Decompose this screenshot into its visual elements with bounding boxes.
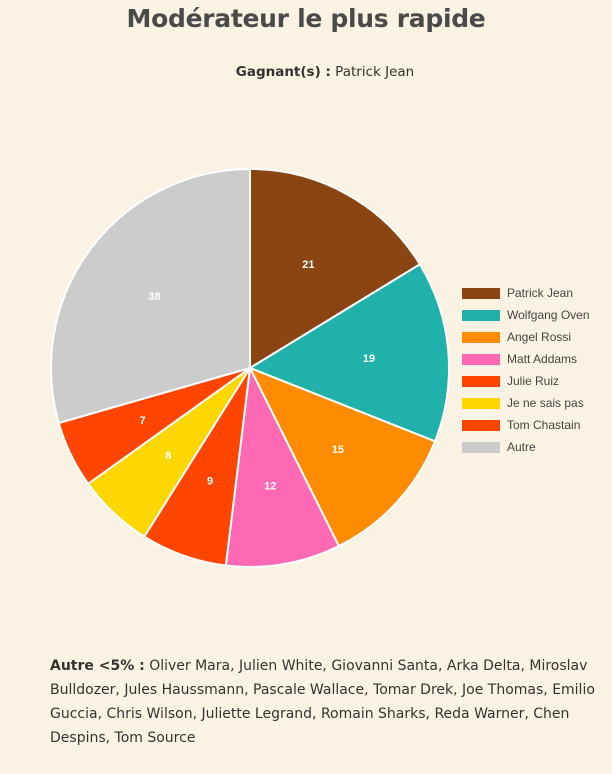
legend-label: Julie Ruiz bbox=[507, 374, 560, 388]
legend-label: Wolfgang Oven bbox=[507, 308, 590, 322]
pie-slice-2 bbox=[247, 262, 450, 443]
legend-label: Tom Chastain bbox=[507, 418, 581, 432]
legend-swatch bbox=[462, 419, 500, 431]
legend-swatch bbox=[462, 353, 500, 365]
chart-title: Modérateur le plus rapide bbox=[126, 4, 486, 33]
legend-label: Patrick Jean bbox=[507, 286, 574, 300]
legend-item: Julie Ruiz bbox=[462, 370, 590, 392]
chart-legend: Patrick Jean Wolfgang Oven Angel Rossi Matt… bbox=[462, 282, 590, 458]
winner-value: Patrick Jean bbox=[335, 64, 415, 80]
other-participants-note: Autre <5% : Oliver Mara, Julien White, G… bbox=[50, 654, 606, 750]
legend-swatch bbox=[462, 375, 500, 387]
slice-value-label: 38 bbox=[148, 291, 160, 303]
legend-item: Je ne sais pas bbox=[462, 392, 590, 414]
slice-value-label: 19 bbox=[363, 353, 375, 365]
legend-swatch bbox=[462, 331, 500, 343]
slice-value-label: 9 bbox=[207, 476, 213, 488]
pie-slice-8 bbox=[50, 167, 251, 425]
legend-item: Angel Rossi bbox=[462, 326, 590, 348]
slice-value-label: 8 bbox=[165, 450, 171, 462]
legend-label: Je ne sais pas bbox=[507, 396, 584, 410]
legend-label: Autre bbox=[507, 440, 536, 454]
winner-label: Gagnant(s) : bbox=[235, 64, 331, 80]
legend-item: Patrick Jean bbox=[462, 282, 590, 304]
pie-slice-1 bbox=[249, 167, 422, 370]
legend-swatch bbox=[462, 441, 500, 453]
slice-value-label: 7 bbox=[139, 415, 145, 427]
legend-swatch bbox=[462, 309, 500, 321]
other-names: Oliver Mara, Julien White, Giovanni Sant… bbox=[50, 658, 595, 746]
legend-item: Wolfgang Oven bbox=[462, 304, 590, 326]
legend-label: Angel Rossi bbox=[507, 330, 572, 344]
legend-item: Tom Chastain bbox=[462, 414, 590, 436]
legend-item: Autre bbox=[462, 436, 590, 458]
legend-item: Matt Addams bbox=[462, 348, 590, 370]
pie-chart: 21 19 15 12 9 8 7 38 bbox=[50, 167, 450, 568]
slice-value-label: 15 bbox=[332, 444, 344, 456]
legend-label: Matt Addams bbox=[507, 352, 578, 366]
legend-swatch bbox=[462, 397, 500, 409]
pie-slice-3 bbox=[247, 366, 437, 548]
slice-value-label: 21 bbox=[302, 259, 314, 271]
legend-swatch bbox=[462, 287, 500, 299]
winner-line: Gagnant(s) : Patrick Jean bbox=[0, 64, 612, 80]
pie-slice-4 bbox=[224, 364, 341, 568]
other-label: Autre <5% : bbox=[50, 658, 145, 674]
slice-value-label: 12 bbox=[264, 481, 276, 493]
